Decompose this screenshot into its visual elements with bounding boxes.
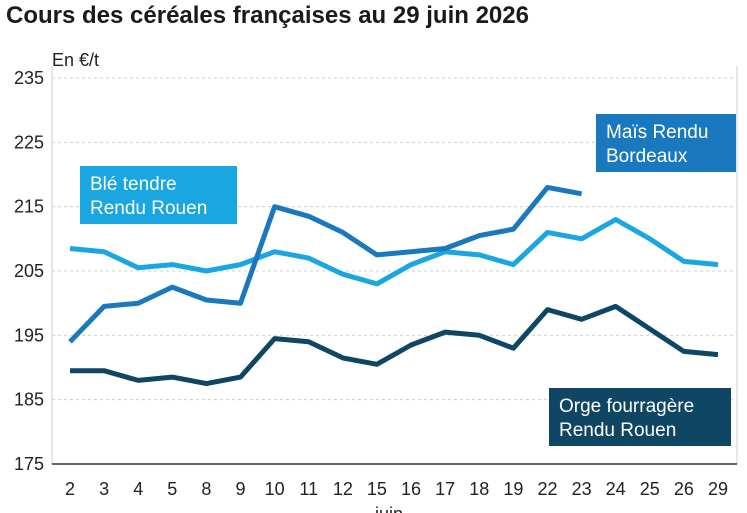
series-labels: Blé tendre Rendu Rouen Maïs Rendu Bordeaux O… <box>80 114 736 446</box>
series-label-text: Blé tendre <box>90 174 177 195</box>
series-label-text: Rendu Rouen <box>90 198 207 219</box>
x-tick-label: 9 <box>236 479 246 499</box>
series-label-text: Maïs Rendu <box>606 122 708 143</box>
y-tick-label: 185 <box>14 390 44 410</box>
x-tick-label: 15 <box>367 479 387 499</box>
series-label-text: Orge fourragère <box>559 396 694 417</box>
x-tick-label: 18 <box>469 479 489 499</box>
y-tick-label: 205 <box>14 261 44 281</box>
y-tick-label: 175 <box>14 454 44 474</box>
x-tick-label: 29 <box>708 479 728 499</box>
y-axis-ticks: 175 185 195 205 215 225 235 <box>14 68 44 474</box>
series-line <box>70 303 719 387</box>
y-tick-label: 235 <box>14 68 44 88</box>
x-tick-label: 8 <box>201 479 211 499</box>
x-tick-label: 17 <box>435 479 455 499</box>
x-tick-label: 4 <box>133 479 143 499</box>
y-tick-label: 195 <box>14 325 44 345</box>
series-label-text: Bordeaux <box>606 146 688 167</box>
x-tick-label: 25 <box>640 479 660 499</box>
x-tick-label: 10 <box>265 479 285 499</box>
series-label-box <box>596 114 736 172</box>
series-line <box>69 217 719 287</box>
x-tick-label: 19 <box>503 479 523 499</box>
series-label-box <box>549 388 731 446</box>
series-line <box>68 184 583 344</box>
x-axis-ticks: 2 3 4 5 8 9 10 11 12 15 16 17 18 19 22 23 24 25 26 29 <box>65 479 728 499</box>
series-label-text: Rendu Rouen <box>559 420 676 441</box>
series-label-box <box>80 166 237 224</box>
x-tick-label: 23 <box>572 479 592 499</box>
y-tick-label: 225 <box>14 132 44 152</box>
y-axis-unit: En €/t <box>52 50 99 70</box>
x-tick-label: 22 <box>537 479 557 499</box>
x-tick-label: 3 <box>99 479 109 499</box>
series-lines <box>68 184 719 387</box>
x-axis-label: juin <box>374 504 403 513</box>
x-tick-label: 2 <box>65 479 75 499</box>
x-tick-label: 16 <box>401 479 421 499</box>
x-tick-label: 26 <box>674 479 694 499</box>
x-tick-label: 5 <box>167 479 177 499</box>
x-tick-label: 12 <box>333 479 353 499</box>
y-tick-label: 215 <box>14 197 44 217</box>
chart-title: Cours des céréales françaises au 29 juin… <box>6 2 529 29</box>
x-tick-label: 11 <box>299 479 318 499</box>
x-tick-label: 24 <box>606 479 626 499</box>
